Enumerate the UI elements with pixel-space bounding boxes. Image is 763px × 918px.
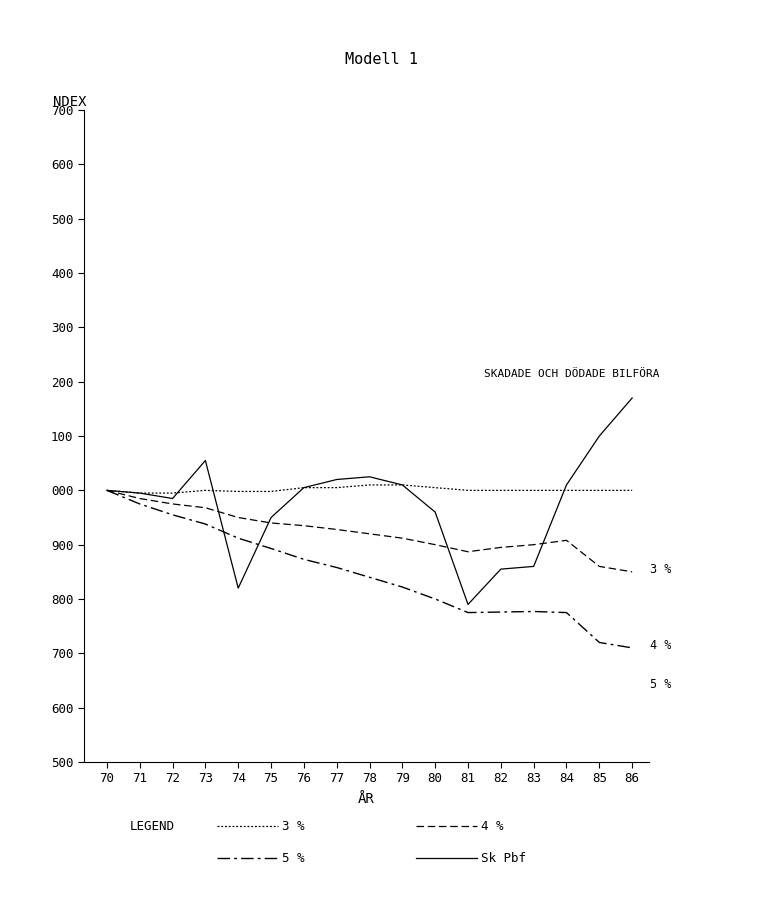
X-axis label: ÅR: ÅR bbox=[358, 792, 375, 806]
Text: 5 %: 5 % bbox=[650, 677, 671, 690]
Text: 5 %: 5 % bbox=[282, 852, 304, 865]
Text: LEGEND: LEGEND bbox=[130, 820, 175, 833]
Text: Modell 1: Modell 1 bbox=[345, 52, 418, 67]
Text: 3 %: 3 % bbox=[650, 563, 671, 576]
Text: SKADADE OCH DÖDADE BILFÖRA: SKADADE OCH DÖDADE BILFÖRA bbox=[485, 369, 660, 378]
Text: 3 %: 3 % bbox=[282, 820, 304, 833]
Text: 4 %: 4 % bbox=[650, 639, 671, 652]
Text: 4 %: 4 % bbox=[481, 820, 503, 833]
Text: Sk Pbf: Sk Pbf bbox=[481, 852, 526, 865]
Text: NDEX: NDEX bbox=[53, 95, 86, 109]
